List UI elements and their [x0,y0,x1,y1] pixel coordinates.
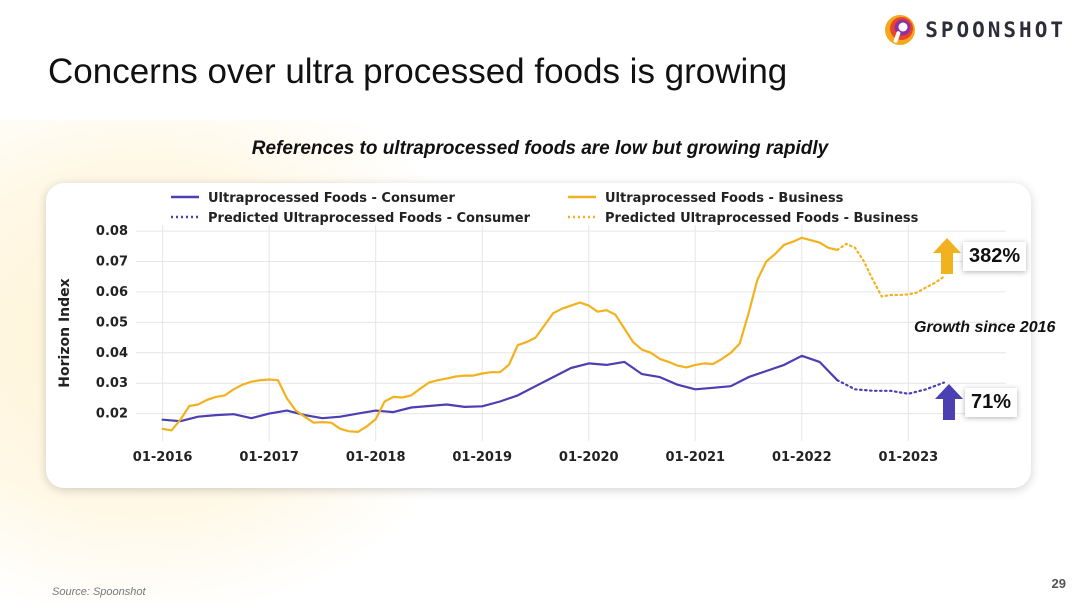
page-number: 29 [1051,576,1066,591]
x-tick-label: 01-2018 [346,450,406,465]
y-tick-label: 0.03 [96,376,128,391]
y-tick-label: 0.08 [96,224,128,239]
x-tick-label: 01-2016 [133,450,193,465]
x-tick-label: 01-2019 [452,450,512,465]
chart-series [161,236,946,433]
legend-label-business: Ultraprocessed Foods - Business [605,191,844,206]
spoonshot-logo-icon [885,15,916,45]
consumer-growth-badge: 71% [935,384,1018,420]
x-tick-label: 01-2021 [665,450,725,465]
series-line-consumer [161,354,839,423]
series-line-predicted-business [836,242,946,298]
x-tick-label: 01-2023 [879,450,939,465]
chart-legend: Ultraprocessed Foods - Consumer Predicte… [171,191,919,226]
source-note: Source: Spoonshot [52,586,146,598]
chart-grid [136,225,1006,441]
growth-label: Growth since 2016 [914,319,1056,336]
series-line-predicted-consumer [836,379,946,395]
brand-name: SPOONSHOT [925,18,1066,42]
line-chart: Ultraprocessed Foods - Consumer Predicte… [57,191,1006,465]
chart-subtitle: References to ultraprocessed foods are l… [251,138,829,159]
legend-label-predicted-business: Predicted Ultraprocessed Foods - Busines… [605,211,919,226]
x-tick-label: 01-2020 [559,450,619,465]
legend-label-consumer: Ultraprocessed Foods - Consumer [208,191,455,206]
arrow-up-icon [933,238,961,274]
x-axis-ticks: 01-2016 01-2017 01-2018 01-2019 01-2020 01-20… [133,450,938,465]
arrow-up-icon [935,384,963,420]
x-tick-label: 01-2017 [239,450,299,465]
business-growth-badge: 382% [933,238,1027,274]
chart-card: Ultraprocessed Foods - Consumer Predicte… [46,183,1031,488]
y-tick-label: 0.02 [96,407,128,422]
y-tick-label: 0.07 [96,255,128,270]
brand-logo: SPOONSHOT [883,12,1066,48]
y-axis-label: Horizon Index [57,278,73,387]
page-title: Concerns over ultra processed foods is g… [48,52,788,91]
y-tick-label: 0.06 [96,285,128,300]
series-line-business [161,236,839,433]
y-axis-ticks: 0.02 0.03 0.04 0.05 0.06 0.07 0.08 [96,224,128,422]
x-tick-label: 01-2022 [772,450,832,465]
consumer-growth-value: 71% [965,387,1018,417]
business-growth-value: 382% [963,241,1027,271]
y-tick-label: 0.05 [96,315,128,330]
legend-label-predicted-consumer: Predicted Ultraprocessed Foods - Consume… [208,211,531,226]
y-tick-label: 0.04 [96,346,128,361]
